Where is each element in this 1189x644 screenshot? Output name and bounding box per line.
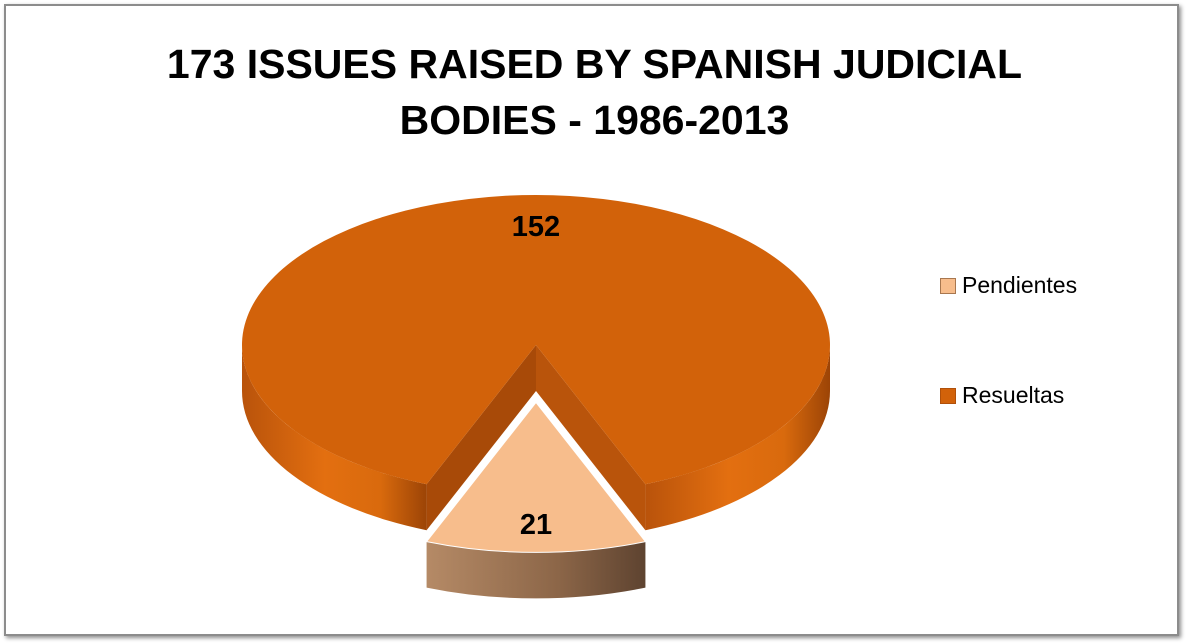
chart-title-line-1: 173 ISSUES RAISED BY SPANISH JUDICIAL: [166, 41, 1023, 87]
chart-title: 173 ISSUES RAISED BY SPANISH JUDICIAL BO…: [0, 36, 1189, 148]
legend-swatch-pendientes: [940, 277, 956, 294]
resueltas-slice: [241, 195, 830, 485]
pendientes-data-label: 21: [520, 509, 552, 541]
resueltas-cut-wall-right: [536, 345, 646, 531]
legend-item-pendientes: Pendientes: [940, 272, 1077, 299]
legend-swatch-resueltas: [940, 387, 956, 404]
resueltas-cut-wall-left: [426, 345, 536, 531]
pendientes-side: [426, 541, 646, 599]
legend-item-resueltas: Resueltas: [940, 382, 1064, 409]
pendientes-slice: [425, 401, 647, 553]
chart-title-line-2: BODIES - 1986-2013: [399, 97, 790, 143]
resueltas-side-right: [645, 345, 830, 531]
resueltas-side-left: [242, 345, 427, 531]
legend-label-pendientes: Pendientes: [962, 272, 1078, 298]
resueltas-data-label: 152: [512, 211, 560, 243]
legend-label-resueltas: Resueltas: [962, 382, 1065, 408]
